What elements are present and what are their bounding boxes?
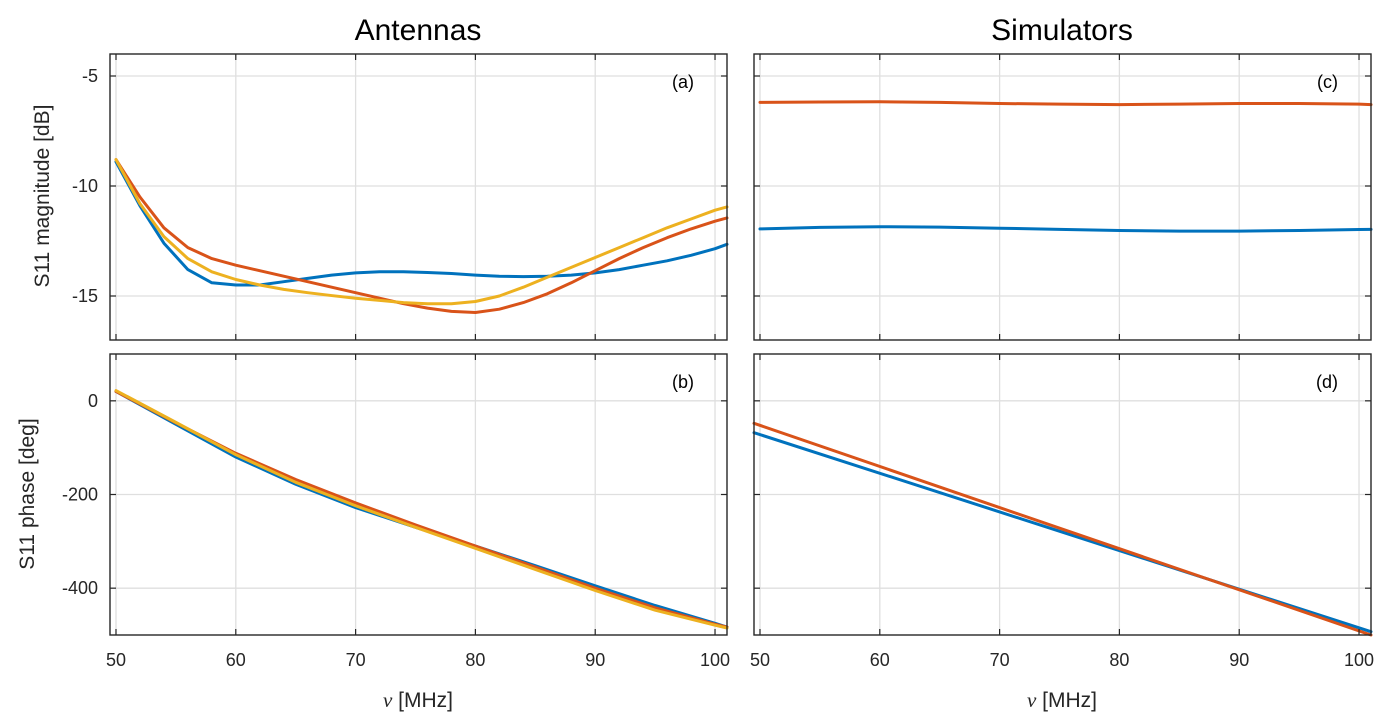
x-tick-label: 100 xyxy=(1344,650,1374,670)
series-line-1 xyxy=(114,160,729,287)
x-tick-label: 70 xyxy=(346,650,366,670)
y-tick-label: -200 xyxy=(62,485,98,505)
series-line-2 xyxy=(114,389,729,629)
x-tick-label: 90 xyxy=(1229,650,1249,670)
xlabel-symbol: ν xyxy=(383,688,393,712)
y-tick-label: -15 xyxy=(72,286,98,306)
panel-label: (c) xyxy=(1317,72,1338,92)
series-line-3 xyxy=(114,389,729,630)
ylabel-magnitude: S11 magnitude [dB] xyxy=(31,105,54,288)
column-title-simulators: Simulators xyxy=(991,14,1133,47)
panel-c: (c) xyxy=(753,53,1373,341)
series-line-2 xyxy=(758,225,1373,233)
series-line-3 xyxy=(114,158,729,306)
xlabel-right: ν [MHz] xyxy=(1027,688,1097,712)
panel-a: -5 -10 -15 (a) xyxy=(72,53,729,341)
y-tick-label: 0 xyxy=(88,391,98,411)
xlabel-left: ν [MHz] xyxy=(383,688,453,712)
series-line-1 xyxy=(758,100,1373,107)
panel-b: 0 -200 -400 50 60 70 80 90 100 (b) xyxy=(62,353,730,670)
x-tick-label: 100 xyxy=(700,650,730,670)
y-tick-label: -400 xyxy=(62,578,98,598)
xlabel-unit: [MHz] xyxy=(392,689,453,712)
axes-box xyxy=(753,53,1372,341)
panel-label: (a) xyxy=(672,72,694,92)
ylabel-phase: S11 phase [deg] xyxy=(16,418,39,569)
column-title-antennas: Antennas xyxy=(355,14,482,47)
series-line-2 xyxy=(752,421,1373,637)
x-tick-label: 70 xyxy=(990,650,1010,670)
x-tick-label: 60 xyxy=(226,650,246,670)
x-tick-label: 50 xyxy=(750,650,770,670)
x-tick-label: 80 xyxy=(1109,650,1129,670)
x-tick-label: 80 xyxy=(465,650,485,670)
x-tick-label: 90 xyxy=(585,650,605,670)
x-tick-label: 60 xyxy=(870,650,890,670)
y-tick-label: -10 xyxy=(72,176,98,196)
y-tick-label: -5 xyxy=(82,66,98,86)
panel-label: (d) xyxy=(1316,372,1338,392)
xlabel-unit: [MHz] xyxy=(1036,689,1097,712)
series-line-2 xyxy=(114,158,729,314)
xlabel-symbol: ν xyxy=(1027,688,1037,712)
series-line-1 xyxy=(114,389,729,629)
panel-label: (b) xyxy=(672,372,694,392)
axes-box xyxy=(109,53,728,341)
x-tick-label: 50 xyxy=(106,650,126,670)
panel-d: 50 60 70 80 90 100 (d) xyxy=(750,353,1374,670)
